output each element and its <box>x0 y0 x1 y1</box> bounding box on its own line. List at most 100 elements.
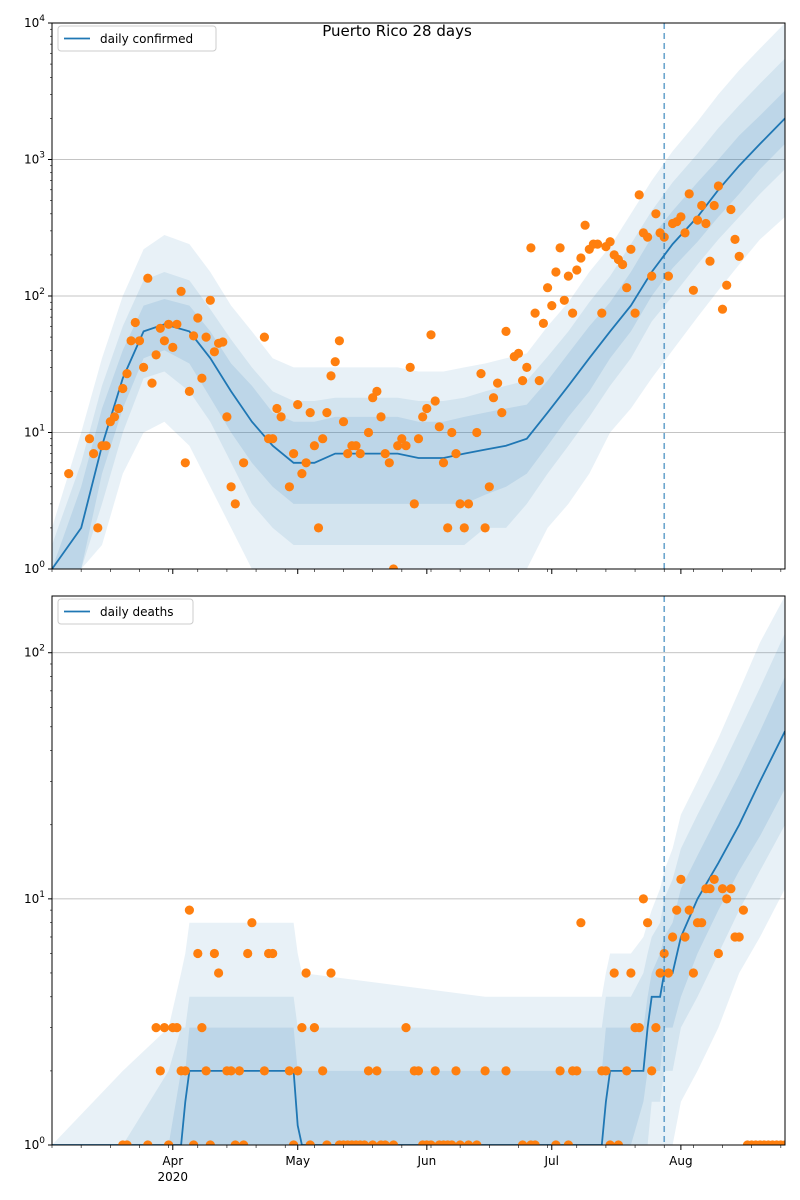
data-point <box>380 449 390 459</box>
data-point <box>538 318 549 328</box>
y-tick-exponent: 2 <box>39 644 45 654</box>
band-outer <box>52 23 785 569</box>
data-point <box>326 371 336 381</box>
data-point <box>643 232 653 242</box>
data-point <box>601 1066 611 1076</box>
data-point <box>168 342 178 352</box>
data-point <box>622 283 632 293</box>
data-point <box>472 1140 482 1145</box>
y-tick-exponent: 1 <box>39 890 45 900</box>
data-point <box>272 403 282 414</box>
data-point <box>593 239 603 249</box>
data-point <box>688 285 699 295</box>
data-point <box>322 1140 332 1145</box>
data-point <box>338 417 349 427</box>
data-point <box>218 337 228 347</box>
data-point <box>122 1140 132 1145</box>
data-point <box>297 1023 307 1033</box>
data-point <box>293 400 303 410</box>
data-point <box>530 1140 540 1145</box>
data-point <box>543 283 553 293</box>
data-point <box>651 209 661 219</box>
data-point <box>405 362 415 372</box>
data-point <box>597 308 607 318</box>
data-point <box>388 1140 399 1145</box>
data-point <box>363 427 374 438</box>
legend-label: daily deaths <box>100 605 173 619</box>
data-point <box>309 441 319 451</box>
x-tick-label: Jul <box>544 1154 559 1168</box>
data-point <box>301 968 311 978</box>
data-point <box>193 313 203 323</box>
data-point <box>626 968 636 978</box>
data-point <box>726 884 736 894</box>
data-point <box>638 894 649 904</box>
data-point <box>184 386 194 396</box>
data-point <box>130 317 140 328</box>
data-point <box>572 1066 582 1076</box>
data-point <box>139 362 149 372</box>
data-point <box>243 948 253 959</box>
data-point <box>293 1066 303 1076</box>
data-point <box>363 1066 374 1076</box>
data-point <box>768 0 777 5</box>
data-point <box>118 383 128 394</box>
data-point <box>613 1140 623 1145</box>
data-point <box>143 273 153 283</box>
data-point <box>663 271 674 281</box>
data-point <box>555 1066 565 1076</box>
data-point <box>268 434 278 444</box>
data-point <box>547 301 557 311</box>
data-point <box>563 271 574 281</box>
data-point <box>384 458 394 468</box>
data-point <box>780 0 789 5</box>
data-point <box>484 482 494 492</box>
data-point <box>447 427 457 438</box>
data-point <box>126 336 136 346</box>
band-inner <box>52 90 785 569</box>
data-point <box>634 1023 644 1033</box>
y-tick-label: 100 <box>24 1136 45 1152</box>
x-tick-year-label: 2020 <box>158 1170 189 1184</box>
y-tick-exponent: 2 <box>39 287 45 297</box>
data-point <box>647 1066 657 1076</box>
y-tick-label: 103 <box>24 151 45 167</box>
data-point <box>722 894 732 904</box>
data-point <box>497 408 507 418</box>
data-point <box>776 0 785 5</box>
data-point <box>284 482 294 492</box>
data-point <box>372 386 382 396</box>
data-point <box>513 348 524 358</box>
legend-box <box>57 598 194 625</box>
data-point <box>655 968 665 978</box>
y-tick-label: 100 <box>24 560 45 576</box>
data-point <box>643 918 653 928</box>
y-tick-exponent: 3 <box>39 151 45 161</box>
data-point <box>722 280 732 290</box>
y-tick-exponent: 4 <box>39 14 45 24</box>
data-point <box>605 237 615 247</box>
data-point <box>688 968 699 978</box>
data-point <box>730 234 740 244</box>
axes-frame <box>51 595 786 1146</box>
data-point <box>680 228 690 238</box>
data-point <box>501 1066 511 1076</box>
x-tick-label: Jun <box>416 1154 436 1168</box>
data-point <box>259 332 269 342</box>
data-point <box>164 319 174 329</box>
data-point <box>409 499 419 509</box>
data-point <box>189 331 199 341</box>
data-point <box>501 326 511 336</box>
data-point <box>418 412 428 422</box>
plot-area <box>52 596 785 1145</box>
data-point <box>747 0 756 5</box>
data-point <box>734 932 744 942</box>
data-point <box>647 271 657 281</box>
data-point <box>672 905 682 915</box>
y-tick-exponent: 0 <box>39 1136 45 1146</box>
data-point <box>284 1066 294 1076</box>
data-point <box>630 308 640 318</box>
data-point <box>239 458 249 468</box>
data-point <box>697 918 707 928</box>
